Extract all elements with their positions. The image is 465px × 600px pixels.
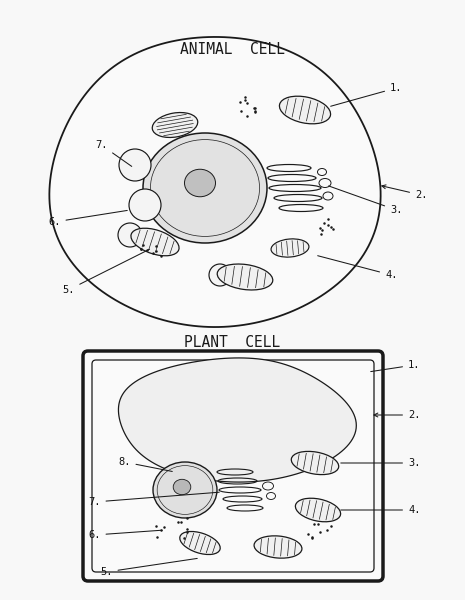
Ellipse shape bbox=[291, 451, 339, 475]
Ellipse shape bbox=[279, 96, 331, 124]
Text: 3.: 3. bbox=[329, 186, 403, 215]
Text: 8.: 8. bbox=[118, 457, 172, 472]
Circle shape bbox=[118, 223, 142, 247]
Text: 4.: 4. bbox=[318, 256, 398, 280]
Ellipse shape bbox=[271, 239, 309, 257]
Circle shape bbox=[209, 264, 231, 286]
Text: 7.: 7. bbox=[88, 492, 219, 507]
Ellipse shape bbox=[153, 462, 217, 518]
Polygon shape bbox=[49, 37, 381, 327]
Text: 1.: 1. bbox=[331, 83, 403, 106]
Ellipse shape bbox=[185, 169, 215, 197]
Text: 5.: 5. bbox=[62, 249, 150, 295]
Ellipse shape bbox=[143, 133, 267, 243]
Circle shape bbox=[129, 189, 161, 221]
Polygon shape bbox=[119, 358, 356, 482]
Ellipse shape bbox=[295, 498, 341, 522]
Ellipse shape bbox=[180, 532, 220, 554]
Text: 2.: 2. bbox=[382, 185, 427, 200]
Text: 3.: 3. bbox=[341, 458, 420, 468]
Text: PLANT  CELL: PLANT CELL bbox=[184, 335, 280, 350]
Text: 1.: 1. bbox=[371, 360, 420, 371]
Ellipse shape bbox=[152, 113, 198, 137]
Text: 2.: 2. bbox=[374, 410, 420, 420]
Text: 6.: 6. bbox=[48, 211, 127, 227]
Text: 5.: 5. bbox=[100, 559, 197, 577]
Circle shape bbox=[119, 149, 151, 181]
Text: 4.: 4. bbox=[341, 505, 420, 515]
Text: ANIMAL  CELL: ANIMAL CELL bbox=[179, 42, 285, 57]
Text: 7.: 7. bbox=[95, 140, 132, 166]
Ellipse shape bbox=[217, 264, 273, 290]
Ellipse shape bbox=[131, 228, 179, 256]
Ellipse shape bbox=[173, 479, 191, 494]
Ellipse shape bbox=[254, 536, 302, 558]
FancyBboxPatch shape bbox=[83, 351, 383, 581]
Text: 6.: 6. bbox=[88, 530, 162, 540]
